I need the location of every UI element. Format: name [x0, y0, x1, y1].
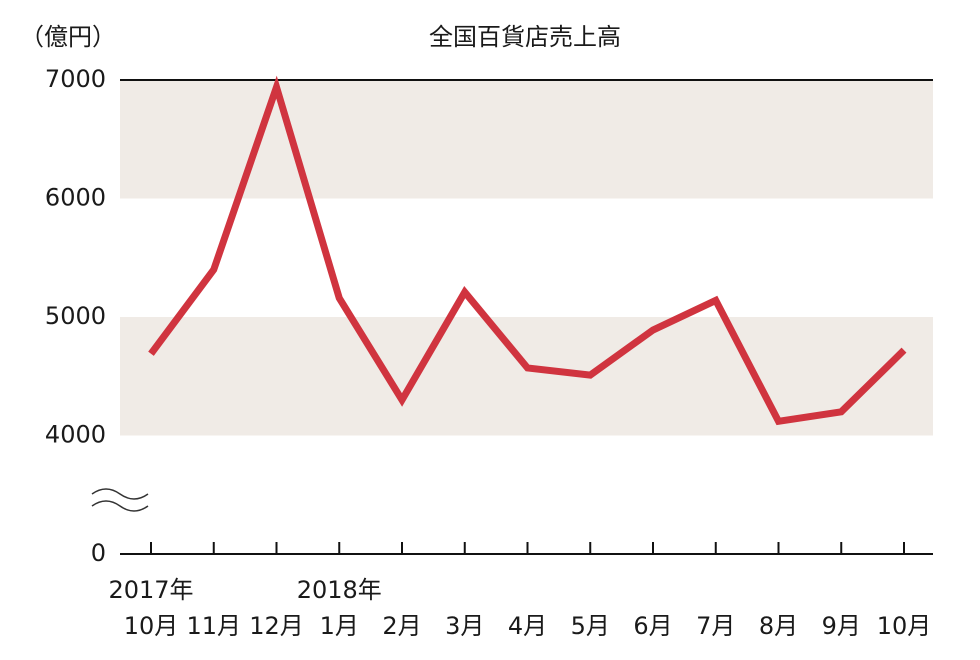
x-tick-label: 8月 [759, 612, 798, 640]
y-axis-label: （億円） [20, 23, 116, 51]
x-tick-label: 10月 [877, 612, 932, 640]
x-tick-label: 6月 [633, 612, 672, 640]
y-tick-label: 5000 [45, 302, 106, 330]
year-label: 2018年 [297, 576, 382, 604]
x-tick-label: 12月 [249, 612, 304, 640]
x-tick-label: 2月 [382, 612, 421, 640]
y-tick-label: 7000 [45, 65, 106, 93]
x-tick-label: 11月 [186, 612, 241, 640]
series-line [148, 75, 907, 426]
x-tick-label: 5月 [571, 612, 610, 640]
x-tick-label: 1月 [320, 612, 359, 640]
x-tick-label: 10月 [124, 612, 179, 640]
x-tick-label: 7月 [696, 612, 735, 640]
x-tick-label: 3月 [445, 612, 484, 640]
y-tick-label: 6000 [45, 184, 106, 212]
axis-break [91, 488, 149, 512]
year-label: 2017年 [108, 576, 193, 604]
x-tick-label: 9月 [822, 612, 861, 640]
chart-title: 全国百貨店売上高 [429, 23, 621, 51]
y-tick-label: 4000 [45, 421, 106, 449]
x-tick-label: 4月 [508, 612, 547, 640]
y-tick-label: 0 [91, 539, 106, 567]
